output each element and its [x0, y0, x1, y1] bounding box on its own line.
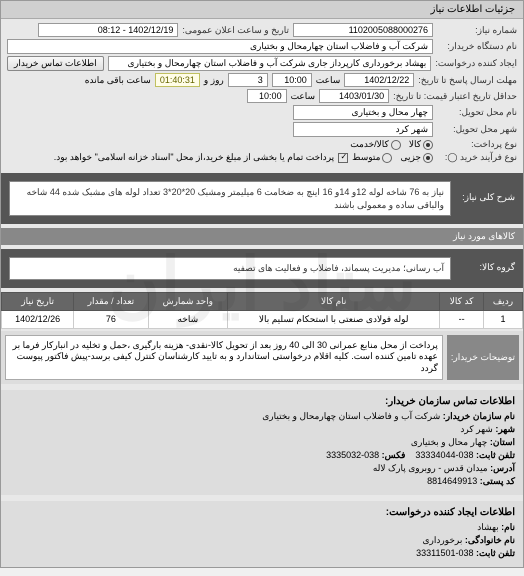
creator-phone-label: تلفن ثابت: — [476, 548, 515, 558]
contact-info-button[interactable]: اطلاعات تماس خریدار — [7, 56, 104, 71]
creator-name-value: بهشاد — [477, 522, 498, 532]
payment-option-1: کالا/خدمت — [350, 139, 389, 150]
buyer-desc-label: توضیحات خریدار: — [447, 335, 519, 380]
required-items-bar: کالاهای مورد نیاز — [1, 228, 523, 245]
validity-date-field: 1403/01/30 — [319, 89, 389, 103]
delivery-place-field: چهار محال و بختیاری — [293, 105, 433, 120]
header-title: جزئیات اطلاعات نیاز — [431, 4, 515, 15]
deadline-hour-field: 10:00 — [272, 73, 312, 87]
creator-family-label: نام خانوادگی: — [465, 535, 515, 545]
td-qty: 76 — [74, 310, 148, 328]
creator-name-label: نام: — [501, 522, 515, 532]
deadline-date-field: 1402/12/22 — [344, 73, 414, 87]
days-field: 3 — [228, 73, 268, 87]
contact-creator-section: اطلاعات ایجاد کننده درخواست: نام: بهشاد … — [1, 501, 523, 567]
announce-date-label: تاریخ و ساعت اعلان عمومی: — [182, 25, 289, 36]
td-code: -- — [440, 310, 484, 328]
remaining-label: ساعت باقی مانده — [85, 75, 151, 86]
org-value: شرکت آب و فاضلاب استان چهارمحال و بختیار… — [262, 411, 440, 421]
delivery-place-label: نام محل تحویل: — [437, 107, 517, 118]
payment-note-checkbox[interactable] — [338, 153, 348, 163]
delivery-city-field: شهر کرد — [293, 122, 433, 137]
fax-label: فکس: — [382, 450, 406, 460]
org-phone-label: تلفن ثابت: — [476, 450, 515, 460]
td-date: 1402/12/26 — [2, 310, 74, 328]
hour-label-2: ساعت — [291, 91, 316, 102]
process-option-0: جزیی — [400, 152, 421, 163]
org-label: نام سازمان خریدار: — [443, 411, 515, 421]
th-unit: واحد شمارش — [148, 292, 228, 310]
device-name-field: شرکت آب و فاضلاب استان چهارمحال و بختیار… — [7, 39, 433, 54]
validity-label: حداقل تاریخ اعتبار قیمت: تا تاریخ: — [393, 91, 517, 102]
creator-family-value: برخورداری — [422, 535, 462, 545]
description-text: نیاز به 76 شاخه لوله 12و 14و 16 اینچ به … — [9, 181, 451, 216]
th-row: ردیف — [483, 292, 522, 310]
province-label: استان: — [490, 437, 515, 447]
payment-radio-group: کالا کالا/خدمت — [350, 139, 433, 150]
device-name-label: نام دستگاه خریدار: — [437, 41, 517, 52]
td-unit: شاخه — [148, 310, 228, 328]
description-section: شرح کلی نیاز: نیاز به 76 شاخه لوله 12و 1… — [1, 173, 523, 224]
items-table: ردیف کد کالا نام کالا واحد شمارش تعداد /… — [1, 292, 523, 329]
countdown-timer: 01:40:31 — [155, 73, 200, 87]
hour-label-1: ساعت — [316, 75, 341, 86]
table-header-row: ردیف کد کالا نام کالا واحد شمارش تعداد /… — [2, 292, 523, 310]
creator-field: بهشاد برخورداری کارپرداز جاری شرکت آب و … — [108, 56, 432, 71]
fax-value: 038-3335032 — [326, 450, 379, 460]
postal-value: 8814649913 — [427, 476, 477, 486]
payment-radio-kala[interactable] — [423, 140, 433, 150]
header-bar: جزئیات اطلاعات نیاز — [1, 1, 523, 19]
city-value: شهر کرد — [460, 424, 492, 434]
th-name: نام کالا — [228, 292, 440, 310]
td-row: 1 — [483, 310, 522, 328]
validity-hour-field: 10:00 — [247, 89, 287, 103]
address-label: آدرس: — [490, 463, 515, 473]
process-radio-group: جزیی متوسط — [352, 152, 433, 163]
contact-creator-title: اطلاعات ایجاد کننده درخواست: — [9, 507, 515, 518]
address-value: میدان قدس - روبروی پارک لاله — [373, 463, 488, 473]
days-label: روز و — [204, 75, 224, 86]
process-option-1: متوسط — [352, 152, 380, 163]
payment-note: پرداخت تمام یا بخشی از مبلغ خرید،از محل … — [54, 152, 334, 163]
group-label: گروه کالا: — [455, 262, 515, 273]
group-section: گروه کالا: آب رسانی؛ مدیریت پسماند، فاضل… — [1, 249, 523, 288]
city-label: شهر: — [495, 424, 515, 434]
th-code: کد کالا — [440, 292, 484, 310]
contact-org-title: اطلاعات تماس سازمان خریدار: — [9, 396, 515, 407]
delivery-city-label: شهر محل تحویل: — [437, 124, 517, 135]
postal-label: کد پستی: — [480, 476, 515, 486]
th-qty: تعداد / مقدار — [74, 292, 148, 310]
table-row: 1 -- لوله فولادی صنعتی با استحکام تسلیم … — [2, 310, 523, 328]
org-phone-value: 038-33334044 — [415, 450, 473, 460]
process-radio-jozi[interactable] — [423, 153, 433, 163]
province-value: چهار محال و بختیاری — [411, 437, 487, 447]
announce-date-field: 1402/12/19 - 08:12 — [38, 23, 178, 37]
process-type-label: نوع فرآیند خرید ◯: — [437, 152, 517, 163]
group-text: آب رسانی؛ مدیریت پسماند، فاضلاب و فعالیت… — [9, 257, 451, 280]
payment-option-0: کالا — [409, 139, 421, 150]
description-label: شرح کلی نیاز: — [455, 192, 515, 203]
deadline-label: مهلت ارسال پاسخ تا تاریخ: — [418, 75, 517, 86]
niaz-number-field: 1102005088000276 — [293, 23, 433, 37]
payment-radio-kala-khedmat[interactable] — [391, 140, 401, 150]
creator-label: ایجاد کننده درخواست: — [435, 58, 517, 69]
th-date: تاریخ نیاز — [2, 292, 74, 310]
process-radio-motavaset[interactable] — [382, 153, 392, 163]
payment-type-label: نوع پرداخت: — [437, 139, 517, 150]
buyer-desc-section: توضیحات خریدار: پرداخت از محل منابع عمرا… — [1, 331, 523, 384]
buyer-desc-text: پرداخت از محل منابع عمرانی 30 الی 40 روز… — [5, 335, 443, 380]
creator-phone-value: 038-33311501 — [416, 548, 473, 558]
contact-org-section: اطلاعات تماس سازمان خریدار: نام سازمان خ… — [1, 390, 523, 495]
td-name: لوله فولادی صنعتی با استحکام تسلیم بالا — [228, 310, 440, 328]
niaz-number-label: شماره نیاز: — [437, 25, 517, 36]
